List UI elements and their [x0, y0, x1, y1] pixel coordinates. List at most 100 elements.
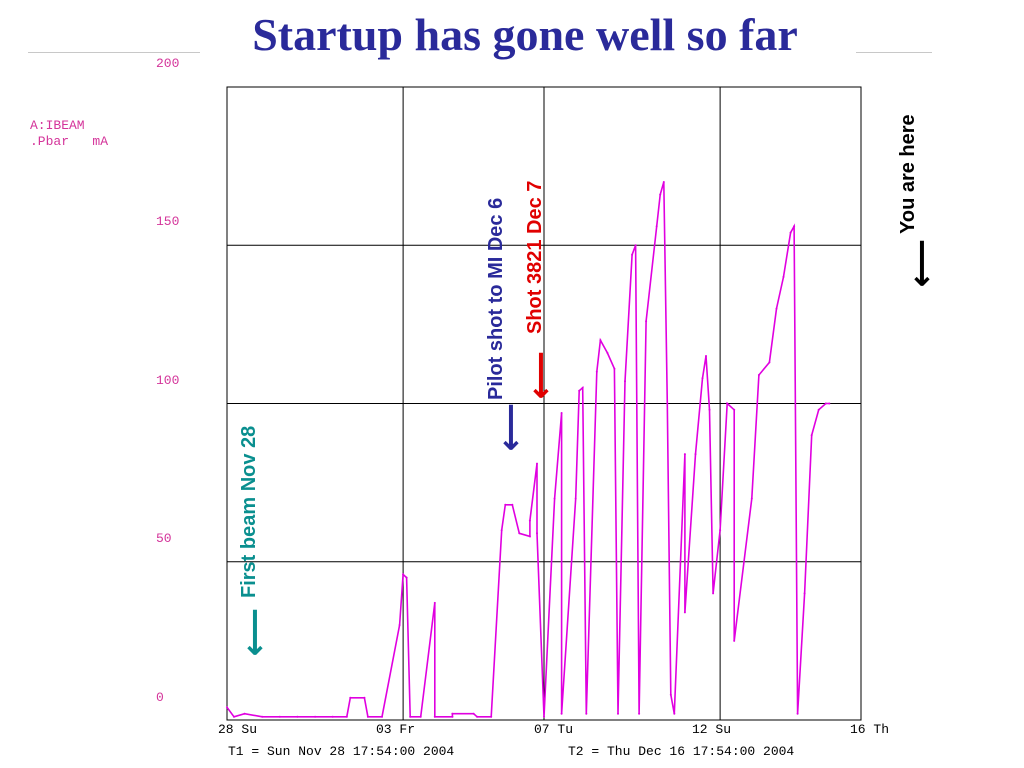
- series-point: [433, 601, 436, 604]
- series-point: [673, 712, 676, 715]
- series-point: [518, 532, 521, 535]
- series-point: [733, 408, 736, 411]
- series-point: [528, 535, 531, 538]
- series-point: [409, 715, 412, 718]
- ytick-label: 150: [156, 214, 180, 229]
- series-point: [694, 453, 697, 456]
- arrow-down-icon: ⟵: [490, 402, 531, 452]
- series-point: [398, 624, 401, 626]
- series-point: [768, 361, 771, 364]
- series-point: [402, 573, 405, 576]
- arrow-down-icon: ⟵: [901, 238, 942, 288]
- series-point: [708, 408, 711, 411]
- series-point: [233, 715, 235, 718]
- annotation-shot-3821: Shot 3821 Dec 7: [524, 180, 546, 334]
- series-point: [638, 712, 641, 715]
- series-point: [655, 225, 658, 228]
- chart-grid: [226, 86, 862, 721]
- series-point: [631, 253, 634, 256]
- series-point: [796, 712, 799, 715]
- series-point: [793, 225, 796, 228]
- series-point: [574, 497, 577, 500]
- series-point: [828, 402, 831, 405]
- series-point: [381, 715, 383, 718]
- series-point: [433, 715, 436, 718]
- series-point: [405, 576, 408, 579]
- series-point: [669, 693, 672, 696]
- series-point: [331, 715, 334, 718]
- series-point: [278, 715, 281, 718]
- series-point: [585, 712, 588, 715]
- series-point: [581, 386, 584, 389]
- series-point: [243, 712, 246, 715]
- series-point: [500, 529, 503, 532]
- series-point: [617, 712, 619, 715]
- series-point: [419, 715, 422, 718]
- series-point: [701, 377, 704, 380]
- series-point: [662, 181, 665, 183]
- series-point: [451, 712, 454, 715]
- xtick-label: 28 Su: [218, 722, 258, 737]
- series-point: [705, 355, 707, 357]
- arrow-down-icon: ⟵: [234, 607, 275, 657]
- series-point: [803, 592, 806, 595]
- series-point: [775, 307, 778, 310]
- series-point: [578, 389, 581, 392]
- series-point: [553, 497, 556, 500]
- series-point: [314, 715, 317, 718]
- arrow-down-icon: ⟵: [520, 350, 561, 400]
- series-point: [645, 320, 648, 323]
- series-point: [504, 503, 507, 506]
- series-point: [528, 519, 531, 522]
- series-point: [789, 231, 792, 234]
- series-point: [733, 639, 736, 642]
- series-point: [490, 715, 493, 718]
- ytick-label: 50: [156, 531, 172, 546]
- series-point: [560, 712, 563, 715]
- annotation-first-beam: First beam Nov 28: [238, 425, 260, 598]
- series-point: [451, 715, 454, 718]
- series-point: [624, 380, 626, 383]
- series-point: [226, 706, 228, 709]
- device-label: A:IBEAM .Pbar mA: [30, 118, 109, 149]
- series-point: [810, 434, 813, 437]
- series-point: [782, 275, 785, 278]
- series-point: [683, 453, 686, 456]
- series-point: [595, 370, 598, 373]
- ytick-label: 200: [156, 56, 180, 71]
- series-point: [363, 696, 366, 699]
- series-point: [366, 715, 369, 718]
- series-point: [750, 497, 753, 500]
- chart-series: [226, 181, 831, 718]
- series-point: [599, 339, 602, 342]
- title-rule-left: [28, 52, 200, 53]
- series-point: [659, 193, 662, 196]
- series-point: [606, 351, 609, 354]
- series-point: [261, 715, 264, 718]
- xtick-label: 16 Th: [850, 722, 890, 737]
- series-point: [683, 611, 686, 614]
- t2-label: T2 = Thu Dec 16 17:54:00 2004: [568, 744, 795, 759]
- title-rule-right: [856, 52, 932, 53]
- series-point: [345, 715, 348, 718]
- series-point: [817, 408, 820, 411]
- series-point: [536, 532, 538, 535]
- xtick-label: 03 Fr: [376, 722, 416, 737]
- series-point: [726, 402, 729, 405]
- series-point: [536, 462, 538, 465]
- ytick-label: 0: [156, 690, 164, 705]
- series-point: [560, 412, 563, 414]
- series-point: [666, 402, 669, 405]
- slide-title: Startup has gone well so far: [252, 9, 798, 60]
- t1-label: T1 = Sun Nov 28 17:54:00 2004: [228, 744, 455, 759]
- series-point: [472, 712, 475, 715]
- annotation-pilot-shot: Pilot shot to MI Dec 6: [485, 197, 507, 400]
- series-point: [757, 374, 760, 376]
- xtick-label: 07 Tu: [534, 722, 574, 737]
- xtick-label: 12 Su: [692, 722, 732, 737]
- series-point: [613, 367, 616, 370]
- series-point: [543, 715, 545, 718]
- series-point: [296, 715, 299, 718]
- series-point: [476, 715, 479, 718]
